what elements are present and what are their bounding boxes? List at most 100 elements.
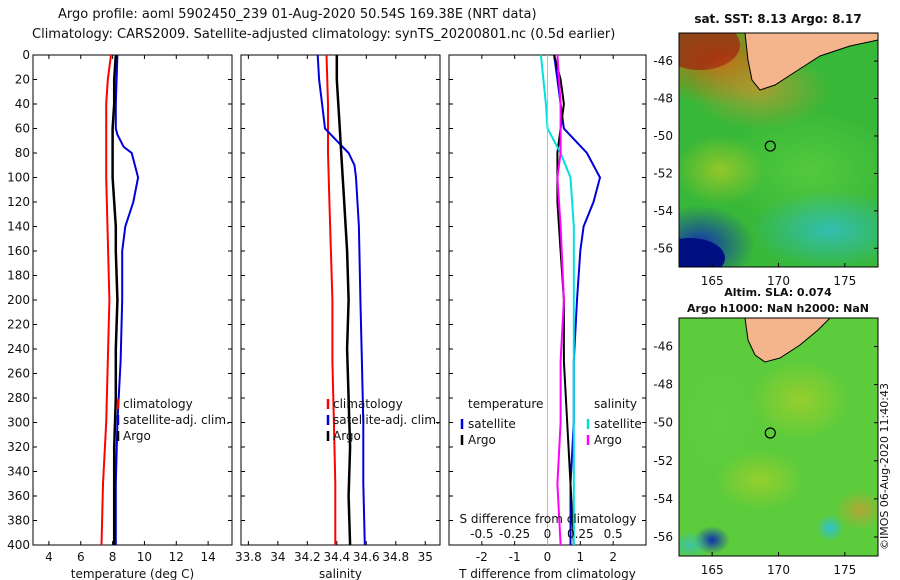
salinity-xtick-label: 35: [418, 550, 433, 564]
salinity-series-climatology: [325, 54, 337, 545]
sla_map-ytick-label: -48: [653, 378, 673, 392]
legend-label: satellite-adj. clim.: [333, 413, 440, 427]
depth-tick-label: 180: [7, 269, 30, 283]
temperature-xtick-label: 12: [169, 550, 184, 564]
salinity-xtick-label: 34.6: [353, 550, 380, 564]
legend-title-temperature: temperature: [468, 397, 543, 411]
sla_map-ytick-label: -46: [653, 340, 673, 354]
sst_map-title: sat. SST: 8.13 Argo: 8.17: [694, 12, 861, 26]
depth-tick-label: 120: [7, 195, 30, 209]
depth-tick-label: 260: [7, 367, 30, 381]
temperature-series-climatology: [100, 54, 112, 546]
figure-title-line1: Argo profile: aoml 5902450_239 01-Aug-20…: [58, 7, 537, 22]
difference-xtick-label: 2: [609, 550, 617, 564]
argo-position-marker: [764, 140, 776, 152]
legend-title-salinity: salinity: [594, 397, 637, 411]
difference-series-salinity-argo: [556, 54, 565, 546]
salinity-xlabel: salinity: [319, 567, 362, 580]
temperature-xtick-label: 14: [200, 550, 215, 564]
difference-xtick-label: -1: [509, 550, 521, 564]
figure-title-line2: Climatology: CARS2009. Satellite-adjuste…: [32, 27, 616, 42]
legend-label: climatology: [123, 397, 193, 411]
depth-tick-label: 200: [7, 293, 30, 307]
depth-tick-label: 240: [7, 342, 30, 356]
sla_map-ytick-label: -56: [653, 530, 673, 544]
depth-tick-label: 400: [7, 538, 30, 552]
difference-xtick-label: 0: [544, 550, 552, 564]
depth-tick-label: 20: [15, 73, 30, 87]
depth-tick-label: 140: [7, 220, 30, 234]
sla_map-xtick-label: 175: [833, 563, 856, 577]
temperature-xtick-label: 6: [77, 550, 85, 564]
sst_map-ytick-label: -56: [653, 241, 673, 255]
sst_map-xtick-label: 170: [767, 274, 790, 288]
legend-label: satellite-adj. clim.: [123, 413, 230, 427]
s-diff-tick-label: 0.5: [604, 527, 623, 541]
sst_map-ytick-label: -54: [653, 204, 673, 218]
legend-label: satellite: [594, 417, 642, 431]
legend-label: Argo: [123, 429, 151, 443]
depth-tick-label: 0: [22, 48, 30, 62]
sla_map-panel: -46 -48 -50 -52 -54 -56 165 170 175 Altim. SLA: 0…: [653, 286, 879, 577]
legend-label: Argo: [594, 433, 622, 447]
s-diff-tick-label: 0: [544, 527, 552, 541]
salinity-panel: 33.8 34 34.2 34.4 34.6 34.8 35 salinity climatol…: [235, 54, 441, 580]
sst_map-ytick-label: -52: [653, 166, 673, 180]
legend-label: satellite: [468, 417, 516, 431]
salinity-xtick-label: 34.2: [294, 550, 321, 564]
depth-tick-label: 220: [7, 318, 30, 332]
depth-tick-label: 80: [15, 146, 30, 160]
salinity-xtick-label: 34.4: [323, 550, 350, 564]
temperature-xlabel: temperature (deg C): [71, 567, 194, 580]
depth-tick-label: 360: [7, 489, 30, 503]
sst_map-ytick-label: -48: [653, 92, 673, 106]
sst_map-panel: -46 -48 -50 -52 -54 -56 165 170 175 sat. SST: 8.1…: [653, 12, 879, 288]
difference-series-salinity-satellite: [539, 54, 575, 545]
temperature-plot-frame: [32, 54, 233, 546]
depth-tick-label: 320: [7, 440, 30, 454]
sla_map-xtick-label: 170: [767, 563, 790, 577]
depth-tick-label: 100: [7, 171, 30, 185]
s-diff-axis-label: S difference from climatology: [460, 512, 637, 526]
difference-panel: -2 -1 0 1 2 T difference from climatology temp…: [448, 54, 647, 580]
s-diff-tick-label: -0.25: [499, 527, 530, 541]
temperature-xtick-label: 8: [109, 550, 117, 564]
depth-tick-label: 160: [7, 244, 30, 258]
difference-xtick-label: 1: [577, 550, 585, 564]
depth-tick-label: 340: [7, 465, 30, 479]
depth-tick-label: 280: [7, 391, 30, 405]
sla-map-land: [744, 318, 831, 363]
depth-tick-label: 40: [15, 97, 30, 111]
sla_map-ytick-label: -50: [653, 416, 673, 430]
temperature-panel: 0 20 40 60 80 100 120 140 160 180 200 220 240 260 280 3…: [7, 48, 233, 580]
sst_map-xtick-label: 175: [833, 274, 856, 288]
argo-position-marker: [764, 427, 776, 439]
salinity-xtick-label: 34: [270, 550, 285, 564]
s-diff-tick-label: -0.5: [470, 527, 493, 541]
sla_map-ytick-label: -54: [653, 492, 673, 506]
sla_map-title: Altim. SLA: 0.074: [724, 286, 832, 299]
legend-label: Argo: [333, 429, 361, 443]
temperature-xtick-label: 4: [45, 550, 53, 564]
salinity-series-satellite-adj-clim-: [316, 54, 366, 546]
legend-label: Argo: [468, 433, 496, 447]
difference-series-temperature-argo: [553, 54, 575, 546]
depth-tick-label: 60: [15, 122, 30, 136]
sst-map-land: [744, 33, 878, 91]
sst_map-ytick-label: -46: [653, 54, 673, 68]
s-diff-tick-label: 0.25: [567, 527, 594, 541]
salinity-xtick-label: 34.8: [382, 550, 409, 564]
sst_map-ytick-label: -50: [653, 129, 673, 143]
sla_map-ytick-label: -52: [653, 454, 673, 468]
salinity-series-argo: [335, 55, 352, 546]
temperature-xtick-label: 10: [137, 550, 152, 564]
salinity-xtick-label: 33.8: [235, 550, 262, 564]
temperature-series-argo: [111, 54, 119, 545]
sla_map-subtitle: Argo h1000: NaN h2000: NaN: [687, 302, 869, 315]
difference-xlabel: T difference from climatology: [458, 567, 636, 580]
depth-tick-label: 380: [7, 514, 30, 528]
depth-tick-label: 300: [7, 416, 30, 430]
sla_map-xtick-label: 165: [701, 563, 724, 577]
sst_map-xtick-label: 165: [701, 274, 724, 288]
